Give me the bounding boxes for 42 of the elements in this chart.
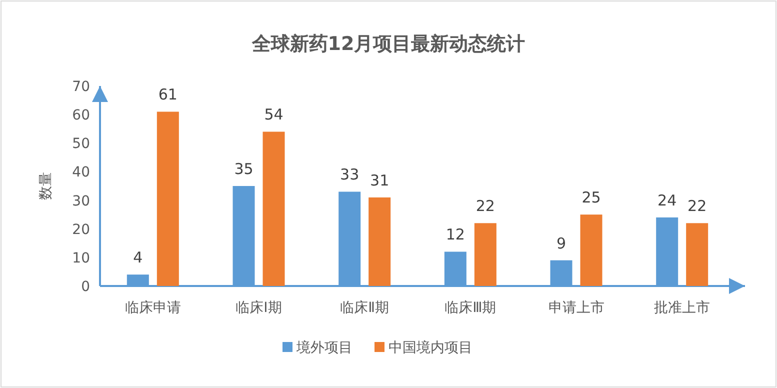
x-tick-label: 临床Ⅱ期 (340, 300, 390, 316)
y-tick-label: 0 (81, 279, 90, 295)
data-label: 35 (234, 160, 254, 178)
data-label: 22 (688, 197, 707, 216)
bar (474, 223, 496, 286)
bar (262, 132, 285, 286)
bar (686, 223, 708, 286)
data-label: 31 (370, 171, 390, 190)
bar (580, 214, 602, 286)
x-tick-label: 临床Ⅲ期 (444, 300, 496, 316)
y-tick-label: 20 (72, 222, 90, 238)
chart-title: 全球新药12月项目最新动态统计 (250, 33, 526, 55)
bar (550, 260, 572, 286)
data-label: 24 (658, 191, 677, 210)
data-label: 9 (556, 234, 566, 252)
legend-label: 中国境内项目 (388, 340, 472, 356)
x-tick-label: 申请上市 (548, 300, 604, 316)
data-label: 12 (446, 226, 465, 244)
bar (338, 192, 361, 286)
bar (444, 252, 466, 286)
bar (232, 186, 255, 286)
y-tick-label: 50 (72, 136, 90, 152)
data-label: 4 (133, 248, 143, 267)
x-tick-label: 临床Ⅰ期 (236, 300, 282, 316)
bar (126, 274, 149, 286)
data-label: 25 (582, 188, 601, 207)
data-label: 61 (158, 86, 178, 104)
y-tick-label: 10 (72, 250, 90, 266)
data-label: 33 (340, 166, 360, 184)
x-tick-label: 批准上市 (654, 300, 710, 316)
y-axis-title: 数量 (38, 172, 54, 200)
y-tick-label: 40 (72, 164, 90, 181)
bar (656, 217, 678, 286)
bar (156, 112, 179, 286)
x-tick-label: 临床申请 (124, 300, 181, 316)
bar (368, 197, 391, 286)
y-tick-label: 30 (72, 193, 90, 210)
y-tick-label: 70 (72, 79, 90, 95)
legend-label: 境外项目 (296, 340, 352, 356)
y-tick-label: 60 (72, 108, 90, 124)
data-label: 54 (264, 106, 284, 124)
data-label: 22 (476, 197, 495, 216)
